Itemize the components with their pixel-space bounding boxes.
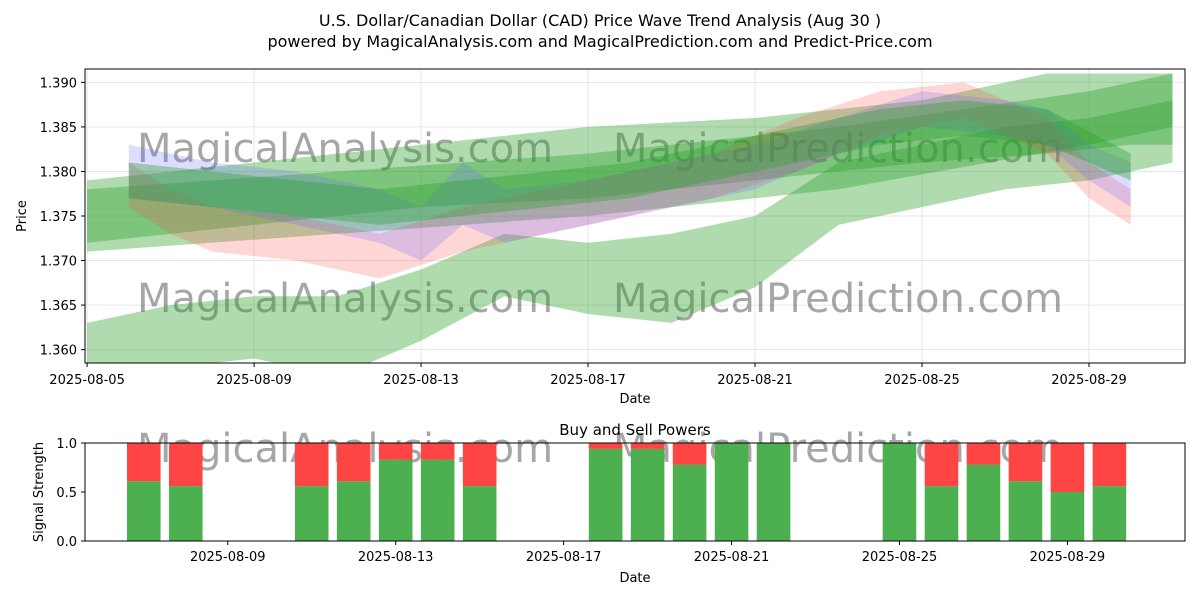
x-tick-label-2: 2025-08-13 [383, 373, 459, 388]
sell-bar-2025-08-11 [294, 443, 329, 487]
signal-plot: Buy and Sell PowersMagicalAnalysis.comMa… [32, 421, 1186, 586]
bottom-x-axis-label: Date [619, 571, 650, 586]
buy-bar-2025-08-11 [294, 486, 329, 541]
bottom-x-tick-label-0: 2025-08-09 [190, 550, 266, 565]
bottom-x-tick-label-5: 2025-08-29 [1030, 550, 1106, 565]
buy-bar-2025-08-08 [168, 486, 203, 541]
buy-bar-2025-08-20 [672, 464, 707, 541]
y-tick-label-6: 1.390 [40, 76, 77, 91]
sell-bar-2025-08-15 [462, 443, 497, 487]
band-blue-wave [128, 91, 1131, 261]
bottom-x-tick-label-2: 2025-08-17 [526, 550, 602, 565]
chart-title-line2: powered by MagicalAnalysis.com and Magic… [267, 32, 932, 51]
wave-bands [87, 73, 1173, 363]
sell-bar-2025-08-28 [1008, 443, 1043, 482]
x-tick-label-3: 2025-08-17 [550, 373, 626, 388]
y-tick-label-1: 1.365 [40, 299, 77, 314]
x-axis-label: Date [619, 392, 650, 407]
band-green-band-mid [87, 73, 1173, 252]
buy-bar-2025-08-15 [462, 486, 497, 541]
watermark-1-1: MagicalPrediction.com [613, 276, 1063, 322]
x-tick-label-5: 2025-08-25 [884, 373, 960, 388]
y-tick-label-4: 1.380 [40, 165, 77, 180]
sell-bar-2025-08-26 [924, 443, 959, 487]
band-teal-wave [128, 100, 1131, 225]
watermark-0-0: MagicalAnalysis.com [137, 126, 553, 172]
sell-bar-2025-08-27 [966, 443, 1001, 465]
watermark-0-1: MagicalPrediction.com [613, 126, 1063, 172]
chart-title-line1: U.S. Dollar/Canadian Dollar (CAD) Price … [319, 11, 881, 30]
band-green-band-wide [87, 73, 1173, 243]
buy-bar-2025-08-29 [1050, 492, 1085, 541]
band-red-wave [128, 82, 1131, 279]
sell-bar-2025-08-30 [1092, 443, 1127, 487]
bottom-x-tick-label-1: 2025-08-13 [358, 550, 434, 565]
buy-bar-2025-08-21 [714, 443, 749, 541]
buy-bar-2025-08-12 [336, 481, 371, 541]
sell-bar-2025-08-14 [420, 443, 455, 460]
buy-bar-2025-08-28 [1008, 481, 1043, 541]
buy-bar-2025-08-19 [630, 448, 665, 541]
sell-bar-2025-08-07 [126, 443, 161, 482]
sell-bar-2025-08-08 [168, 443, 203, 487]
buy-bar-2025-08-18 [588, 448, 623, 541]
x-tick-label-6: 2025-08-29 [1051, 373, 1127, 388]
band-green-band-low [87, 100, 1173, 363]
x-tick-label-0: 2025-08-05 [49, 373, 125, 388]
buy-bar-2025-08-30 [1092, 486, 1127, 541]
sell-bar-2025-08-18 [588, 443, 623, 449]
buy-bar-2025-08-27 [966, 464, 1001, 541]
x-tick-label-1: 2025-08-09 [216, 373, 292, 388]
buy-bar-2025-08-26 [924, 486, 959, 541]
bottom-y-tick-label-0: 0.0 [56, 535, 77, 550]
buy-bar-2025-08-25 [882, 443, 917, 541]
sell-bar-2025-08-12 [336, 443, 371, 482]
sell-bar-2025-08-20 [672, 443, 707, 465]
x-tick-label-4: 2025-08-21 [717, 373, 793, 388]
buy-bar-2025-08-07 [126, 481, 161, 541]
bottom-y-tick-label-2: 1.0 [56, 437, 77, 452]
sell-bar-2025-08-13 [378, 443, 413, 460]
price-plot: MagicalAnalysis.com MagicalPrediction.com… [15, 68, 1186, 407]
bottom-y-axis-label: Signal Strength [32, 442, 47, 542]
buy-bar-2025-08-22 [756, 443, 791, 541]
y-tick-label-2: 1.370 [40, 255, 77, 270]
y-tick-label-5: 1.385 [40, 121, 77, 136]
bottom-x-tick-label-4: 2025-08-25 [862, 550, 938, 565]
signal-chart-title: Buy and Sell Powers [559, 421, 711, 439]
watermark-1-0: MagicalAnalysis.com [137, 276, 553, 322]
y-axis-label: Price [15, 200, 30, 232]
y-tick-label-0: 1.360 [40, 344, 77, 359]
buy-bar-2025-08-13 [378, 459, 413, 541]
sell-bar-2025-08-29 [1050, 443, 1085, 492]
bottom-y-tick-label-1: 0.5 [56, 486, 77, 501]
buy-bar-2025-08-14 [420, 459, 455, 541]
y-tick-label-3: 1.375 [40, 210, 77, 225]
bottom-x-tick-label-3: 2025-08-21 [694, 550, 770, 565]
sell-bar-2025-08-19 [630, 443, 665, 449]
